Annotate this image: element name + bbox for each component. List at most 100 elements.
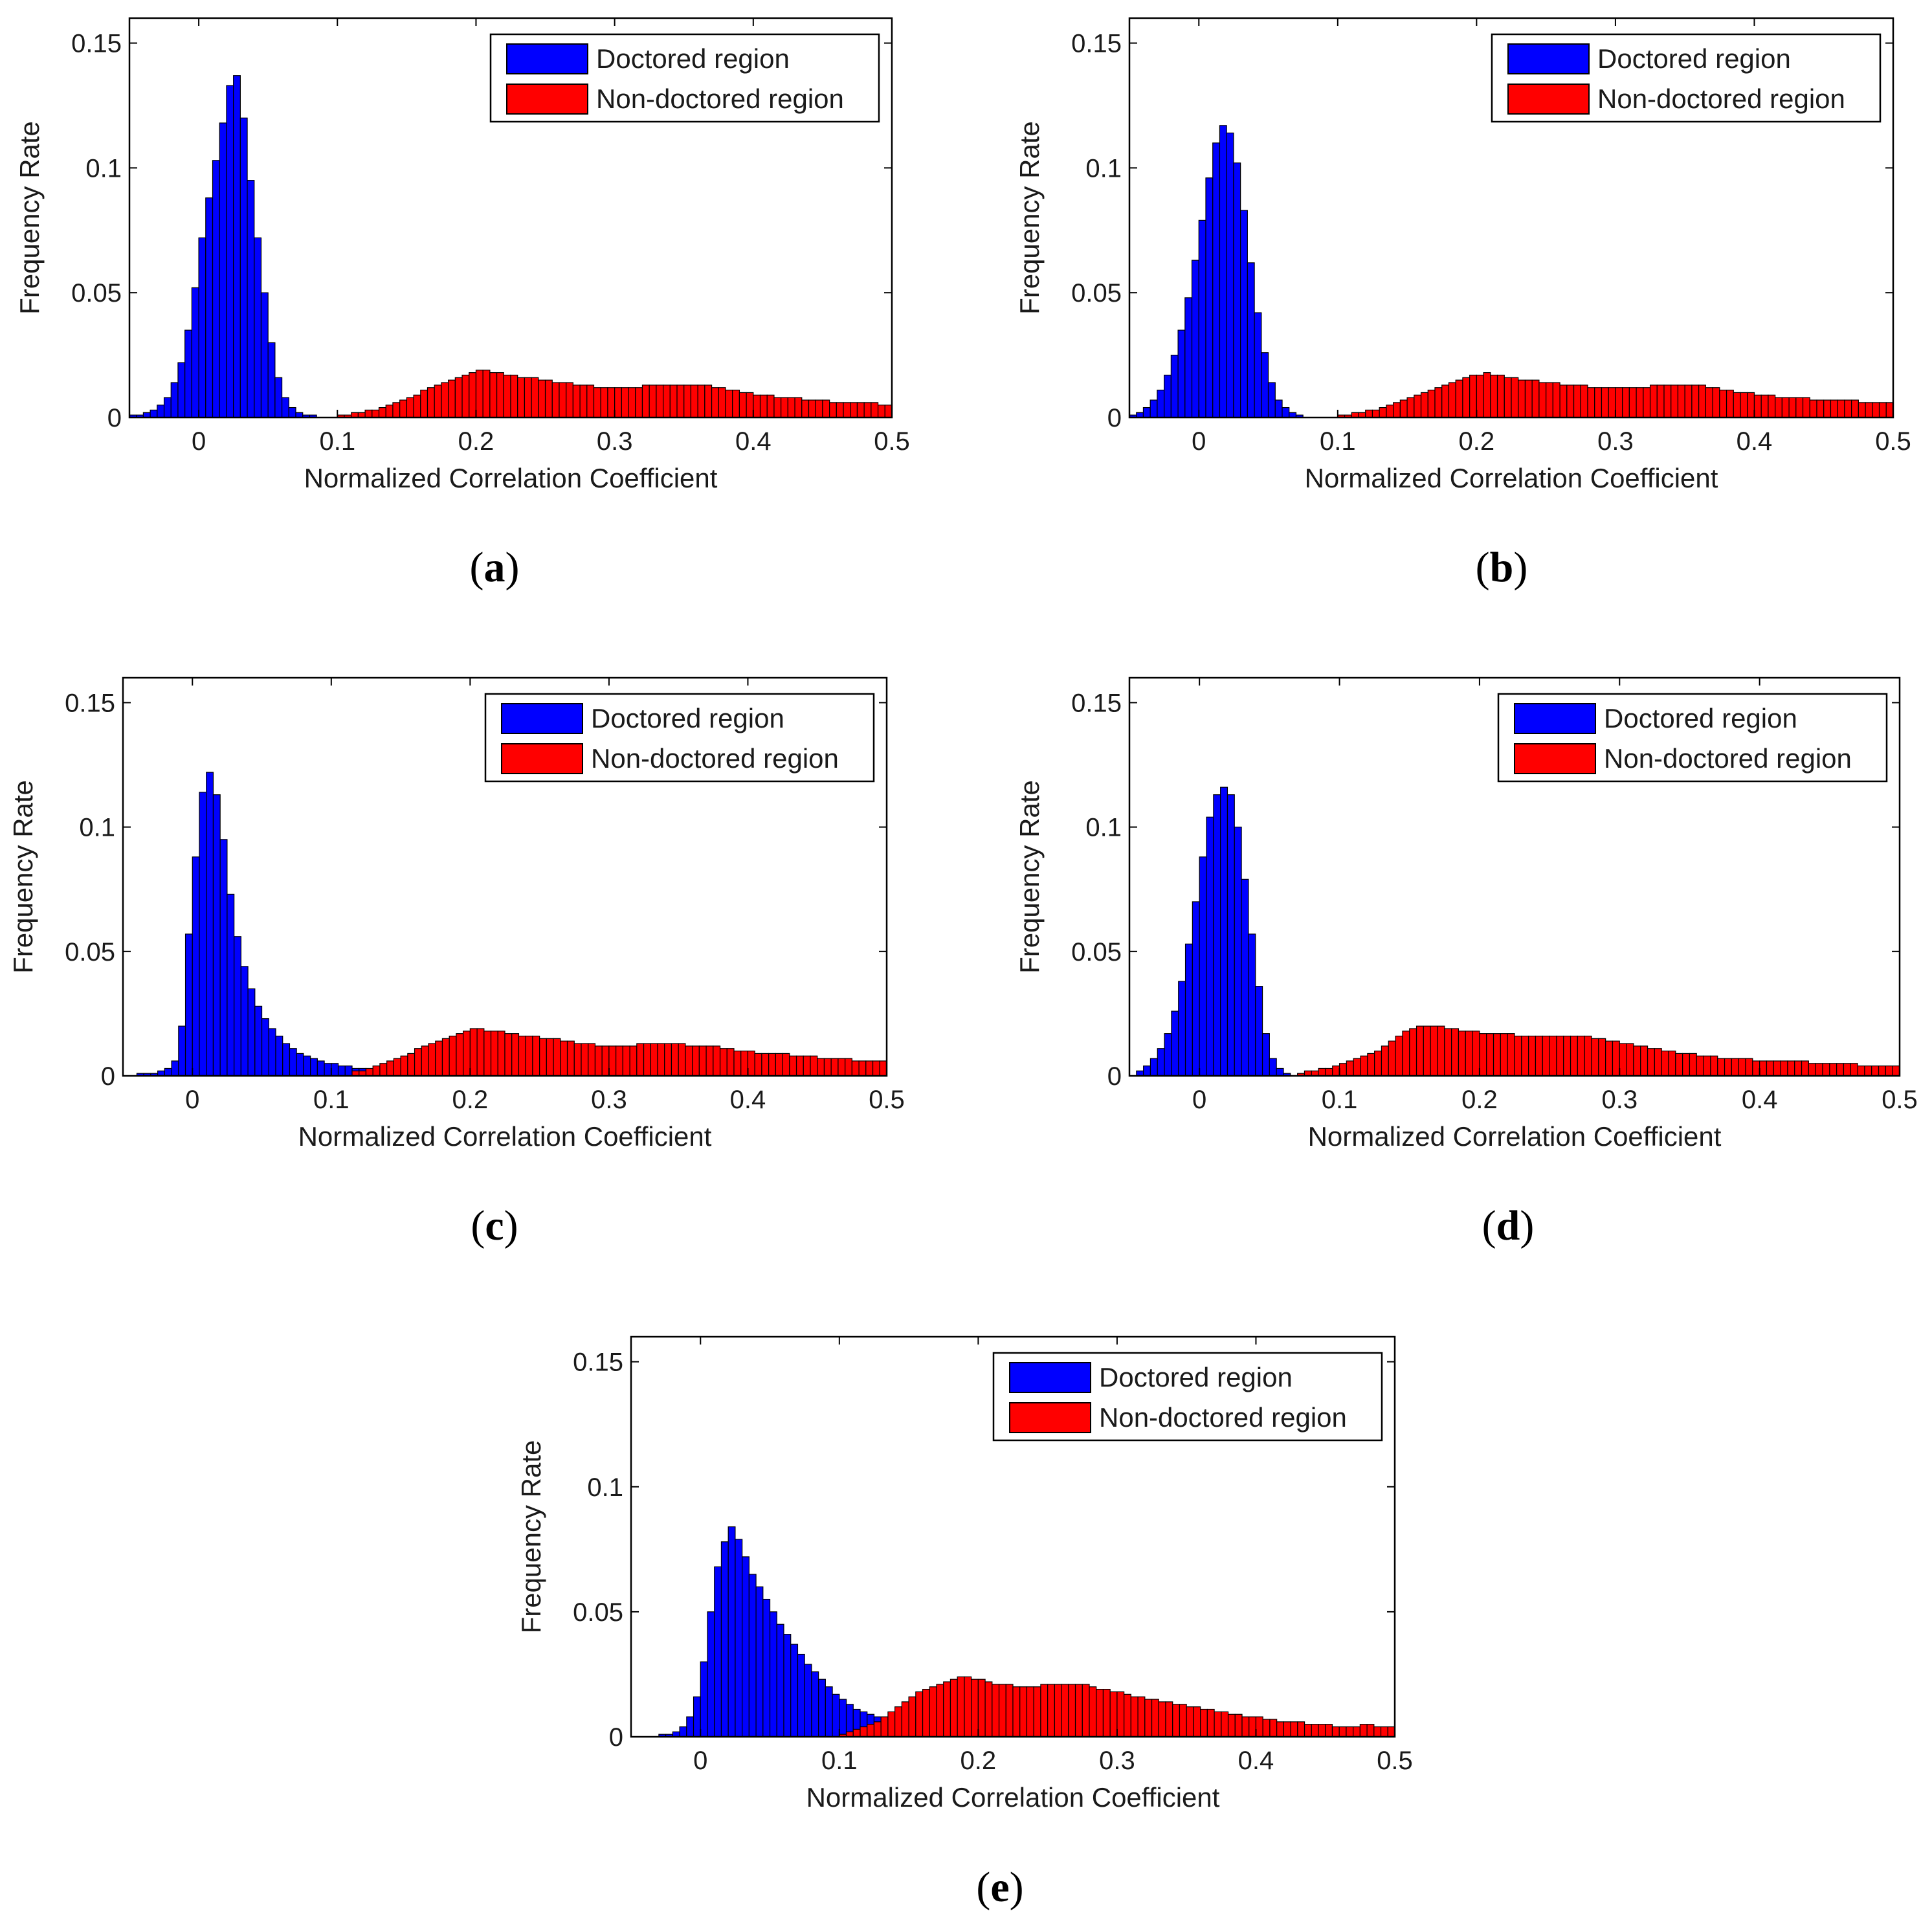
histogram-bar bbox=[759, 394, 768, 418]
x-tick-label: 0 bbox=[185, 1086, 199, 1114]
x-tick-label: 0.3 bbox=[1597, 427, 1634, 456]
x-tick-label: 0.3 bbox=[597, 427, 633, 456]
legend-swatch bbox=[1507, 84, 1590, 115]
chart-panel-b: 0 0.1 0.2 0.3 0.4 0.5 0 0.05 0.1 0.15 Normalized C… bbox=[1014, 17, 1911, 591]
histogram-bar bbox=[171, 1060, 179, 1077]
legend-label: Doctored region bbox=[1597, 43, 1791, 74]
histogram-bar bbox=[212, 160, 220, 418]
histogram-bar bbox=[1878, 402, 1887, 418]
chart-panel-c: 0 0.1 0.2 0.3 0.4 0.5 0 0.05 0.1 0.15 Normalized C… bbox=[8, 676, 905, 1249]
histogram-bar bbox=[476, 1028, 485, 1077]
histogram-bar bbox=[1297, 1721, 1305, 1737]
histogram-bar bbox=[267, 342, 276, 418]
histogram-bar bbox=[1220, 787, 1228, 1077]
histogram-bar bbox=[1318, 1067, 1326, 1077]
histogram-bar bbox=[310, 1058, 318, 1077]
histogram-bar bbox=[1219, 125, 1227, 418]
histogram-bar bbox=[1373, 1726, 1382, 1737]
legend-swatch bbox=[501, 743, 583, 774]
histogram-bar bbox=[324, 1063, 332, 1077]
histogram-bar bbox=[483, 1031, 492, 1077]
histogram-bar bbox=[1626, 1043, 1634, 1077]
histogram-bar bbox=[1745, 1058, 1753, 1077]
histogram-bar bbox=[289, 1048, 297, 1077]
histogram-bar bbox=[1822, 1063, 1830, 1077]
y-axis-label: Frequency Rate bbox=[1014, 121, 1045, 315]
histogram-bar bbox=[1850, 1063, 1858, 1077]
histogram-bar bbox=[1214, 1711, 1222, 1737]
y-tick-label: 0.1 bbox=[79, 814, 115, 842]
histogram-bar bbox=[789, 1055, 797, 1077]
histogram-bar bbox=[1248, 933, 1256, 1077]
histogram-bar bbox=[1144, 1699, 1153, 1737]
histogram-bar bbox=[1608, 387, 1616, 418]
histogram-bar bbox=[1234, 1713, 1243, 1737]
histogram-bar bbox=[685, 1045, 693, 1077]
histogram-bar bbox=[1074, 1684, 1083, 1737]
histogram-bar bbox=[1409, 1028, 1417, 1077]
histogram-bar bbox=[1227, 794, 1235, 1077]
histogram-bar bbox=[1724, 1058, 1732, 1077]
histogram-bar bbox=[1552, 382, 1560, 418]
histogram-bar bbox=[690, 385, 698, 418]
histogram-bar bbox=[1538, 382, 1547, 418]
histogram-bar bbox=[1304, 1724, 1312, 1737]
histogram-bar bbox=[579, 385, 588, 418]
histogram-bar bbox=[274, 377, 283, 418]
series-doctored bbox=[1136, 787, 1291, 1077]
histogram-bar bbox=[901, 1701, 909, 1737]
histogram-bar bbox=[1808, 1063, 1816, 1077]
histogram-bar bbox=[1353, 1726, 1360, 1737]
histogram-bar bbox=[662, 385, 671, 418]
histogram-bar bbox=[815, 399, 823, 418]
histogram-bar bbox=[748, 1574, 757, 1737]
histogram-bar bbox=[1019, 1686, 1028, 1737]
histogram-bar bbox=[1731, 1058, 1739, 1077]
histogram-bar bbox=[1061, 1684, 1069, 1737]
histogram-bar bbox=[735, 1539, 743, 1737]
histogram-bar bbox=[1773, 1060, 1781, 1077]
histogram-bar bbox=[282, 1043, 291, 1077]
histogram-bar bbox=[1531, 379, 1540, 418]
histogram-bar bbox=[490, 1031, 498, 1077]
histogram-bar bbox=[720, 1541, 729, 1737]
histogram-bar bbox=[1752, 1060, 1760, 1077]
histogram-bar bbox=[421, 1045, 429, 1077]
histogram-bar bbox=[163, 397, 172, 418]
histogram-bar bbox=[566, 382, 573, 418]
histogram-bar bbox=[588, 1043, 596, 1077]
histogram-bar bbox=[496, 372, 504, 418]
histogram-bar bbox=[1768, 394, 1776, 418]
histogram-bar bbox=[1668, 1050, 1676, 1077]
histogram-bar bbox=[1040, 1684, 1049, 1737]
histogram-bar bbox=[1331, 1726, 1340, 1737]
y-tick-label: 0 bbox=[1107, 404, 1122, 432]
histogram-bar bbox=[683, 385, 692, 418]
histogram-bar bbox=[733, 1050, 742, 1077]
histogram-bar bbox=[1164, 1033, 1172, 1077]
histogram-bar bbox=[1573, 385, 1581, 418]
x-tick-label: 0.4 bbox=[1737, 427, 1773, 456]
histogram-bar bbox=[1719, 389, 1727, 418]
histogram-bar bbox=[1262, 1719, 1271, 1737]
histogram-bar bbox=[226, 85, 234, 418]
histogram-bar bbox=[817, 1058, 825, 1077]
histogram-bar bbox=[1137, 1696, 1146, 1737]
histogram-bar bbox=[1809, 399, 1817, 418]
histogram-bar bbox=[1365, 409, 1373, 418]
panel-label: (a) bbox=[470, 544, 520, 591]
histogram-bar bbox=[725, 389, 733, 418]
histogram-bar bbox=[1580, 385, 1588, 418]
histogram-bar bbox=[1612, 1040, 1620, 1077]
histogram-bar bbox=[832, 1693, 840, 1737]
histogram-bar bbox=[282, 397, 289, 418]
legend: Doctored region Non-doctored region bbox=[992, 1352, 1383, 1442]
histogram-bar bbox=[860, 1726, 868, 1737]
legend-swatch bbox=[501, 703, 583, 734]
histogram-bar bbox=[705, 1045, 714, 1077]
histogram-bar bbox=[838, 1058, 846, 1077]
histogram-bar bbox=[1124, 1693, 1131, 1737]
histogram-bar bbox=[657, 1043, 665, 1077]
histogram-bar bbox=[1338, 1063, 1347, 1077]
histogram-bar bbox=[858, 1060, 867, 1077]
